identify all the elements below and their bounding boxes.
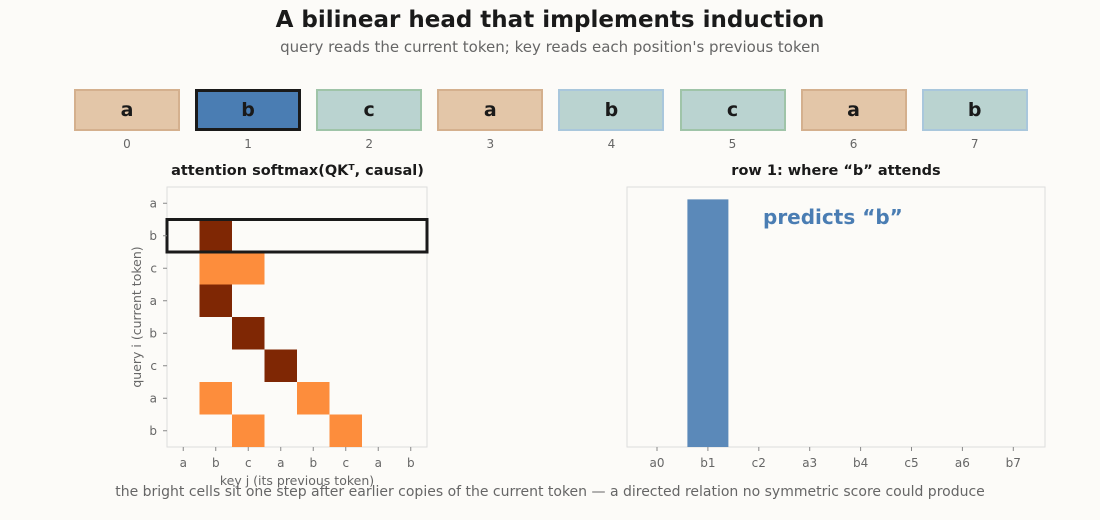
- bar-tick-label-6: a6: [955, 456, 970, 470]
- token-index-2: 2: [365, 137, 373, 151]
- page-subtitle: query reads the current token; key reads…: [280, 38, 820, 56]
- heatmap-cell-3-1: [199, 284, 232, 317]
- token-5: c: [679, 89, 786, 131]
- attention-bar-chart: a0 b1 c2 a3 b4 c5 a6 b7 predicts “b”: [626, 186, 1046, 470]
- bar-tick-label-5: c5: [904, 456, 918, 470]
- x-tick-label-6: a: [375, 456, 382, 470]
- bar-tick-label-4: b4: [853, 456, 868, 470]
- token-7: b: [921, 89, 1028, 131]
- token-1: b: [195, 89, 302, 131]
- heatmap-cell-4-2: [232, 317, 265, 350]
- y-tick-label-6: a: [150, 391, 157, 405]
- x-tick-label-3: a: [277, 456, 284, 470]
- token-4: b: [558, 89, 665, 131]
- x-tick-label-7: b: [407, 456, 415, 470]
- y-tick-label-7: b: [149, 424, 157, 438]
- y-tick-label-1: b: [149, 229, 157, 243]
- prediction-annotation: predicts “b”: [763, 205, 903, 229]
- heatmap-cell-6-1: [199, 382, 232, 415]
- y-tick-label-3: a: [150, 294, 157, 308]
- x-tick-label-2: c: [245, 456, 252, 470]
- y-tick-label-2: c: [150, 261, 157, 275]
- heatmap-cell-2-1: [199, 252, 232, 285]
- bar-tick-label-2: c2: [752, 456, 766, 470]
- token-index-6: 6: [849, 137, 858, 151]
- token-index-5: 5: [728, 137, 737, 151]
- footer-caption: the bright cells sit one step after earl…: [115, 484, 985, 500]
- heatmap-cell-2-2: [232, 252, 265, 285]
- bar-b1: [687, 199, 729, 447]
- x-tick-label-5: c: [342, 456, 349, 470]
- y-tick-label-0: a: [150, 196, 157, 210]
- bar-tick-label-7: b7: [1006, 456, 1021, 470]
- heatmap-cell-6-4: [297, 382, 330, 415]
- token-index-4: 4: [607, 137, 616, 151]
- bar-chart-title: row 1: where “b” attends: [731, 163, 941, 179]
- heatmap-cell-7-2: [232, 414, 265, 447]
- token-3: a: [437, 89, 544, 131]
- token-index-7: 7: [970, 137, 979, 151]
- heatmap-title: attention softmax(QKᵀ, causal): [171, 163, 424, 179]
- token-0: a: [74, 89, 180, 131]
- bar-tick-label-1: b1: [700, 456, 715, 470]
- page-title: A bilinear head that implements inductio…: [275, 7, 825, 33]
- heatmap-ylabel: query i (current token): [129, 246, 144, 387]
- token-index-3: 3: [486, 137, 495, 151]
- x-tick-label-0: a: [180, 456, 187, 470]
- heatmap-cell-7-5: [329, 414, 362, 447]
- heatmap-xlabel: key j (its previous token): [220, 473, 374, 488]
- bar-tick-label-3: a3: [802, 456, 817, 470]
- token-index-0: 0: [123, 137, 131, 151]
- token-index-1: 1: [244, 137, 252, 151]
- y-tick-label-4: b: [149, 326, 157, 340]
- x-tick-label-4: b: [309, 456, 317, 470]
- heatmap-cell-5-3: [264, 349, 297, 382]
- token-2: c: [316, 89, 423, 131]
- token-6: a: [800, 89, 907, 131]
- y-tick-label-5: c: [150, 359, 157, 373]
- bar-tick-label-0: a0: [650, 456, 665, 470]
- heatmap-cell-1-1: [199, 219, 232, 252]
- x-tick-label-1: b: [212, 456, 220, 470]
